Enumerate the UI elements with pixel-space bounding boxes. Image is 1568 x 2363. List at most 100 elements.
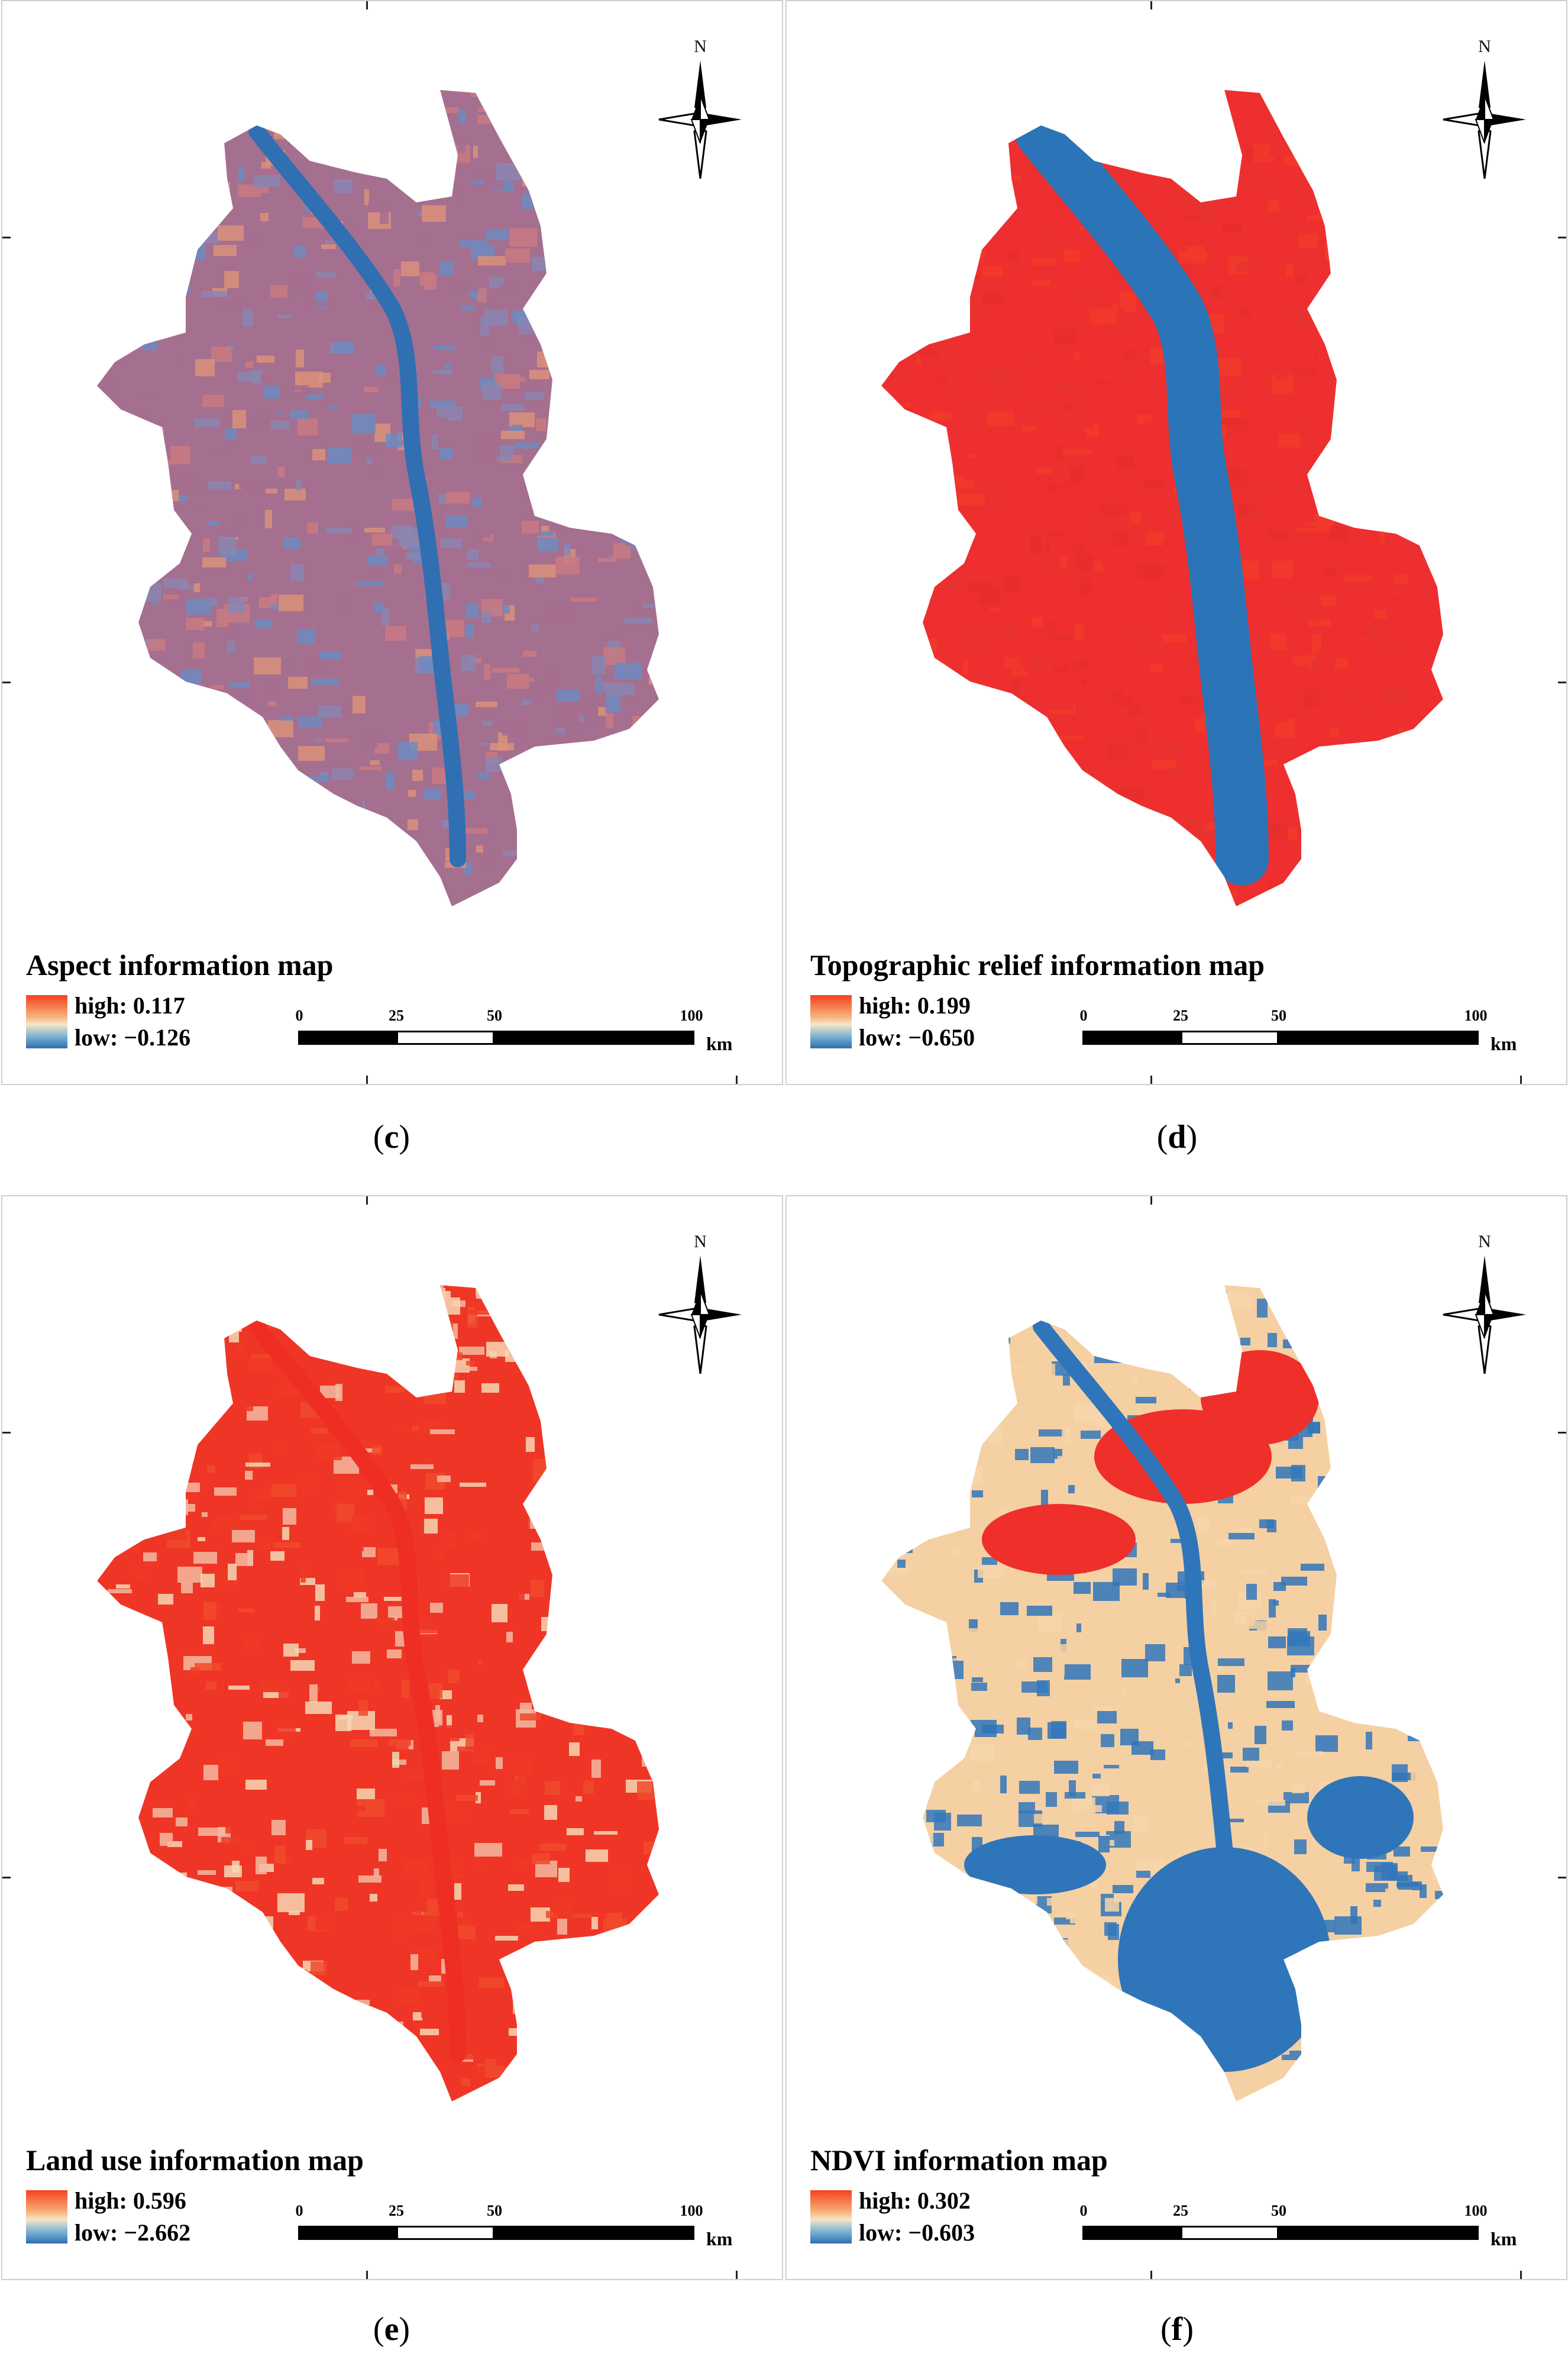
raster-cell (382, 608, 390, 626)
raster-cell (1037, 573, 1052, 588)
raster-cell (299, 716, 322, 728)
raster-cell (1146, 532, 1163, 545)
raster-cell (245, 1780, 267, 1790)
raster-cell (198, 2035, 220, 2040)
raster-cell (1034, 680, 1052, 687)
ndvi-raster-map (881, 1285, 1467, 2119)
raster-cell (1311, 177, 1318, 190)
raster-cell (1363, 1517, 1370, 1532)
raster-cell (1366, 1883, 1388, 1892)
raster-cell (549, 670, 560, 683)
legend-color-ramp (26, 2190, 67, 2243)
raster-cell (1027, 653, 1050, 670)
raster-cell (186, 85, 206, 89)
raster-cell (202, 1363, 218, 1379)
raster-cell (97, 1513, 108, 1524)
raster-cell (470, 91, 476, 97)
raster-cell (1283, 1339, 1311, 1348)
raster-cell (1447, 443, 1471, 448)
raster-cell (999, 1326, 1010, 1344)
raster-cell (367, 1490, 373, 1495)
raster-cell (1044, 1364, 1055, 1377)
raster-cell (446, 1574, 469, 1587)
raster-cell (111, 530, 130, 534)
raster-cell (176, 889, 182, 905)
raster-cell (615, 663, 642, 679)
raster-cell (143, 337, 157, 350)
raster-cell (103, 223, 117, 240)
raster-cell (454, 1380, 465, 1393)
raster-cell (1379, 373, 1392, 385)
raster-cell (1454, 1409, 1464, 1418)
raster-cell (922, 1856, 939, 1867)
raster-cell (652, 521, 659, 537)
raster-cell (502, 1310, 511, 1326)
raster-cell (1030, 351, 1043, 358)
raster-cell (1143, 642, 1165, 648)
raster-cell (232, 624, 245, 641)
raster-cell (1334, 2103, 1361, 2119)
raster-cell (595, 676, 602, 694)
raster-cell (1121, 1659, 1148, 1677)
raster-cell (248, 573, 253, 580)
scale-tick-label: 100 (680, 1007, 703, 1024)
raster-cell (881, 1716, 898, 1728)
raster-cell (436, 417, 448, 423)
raster-cell (97, 1972, 112, 1988)
raster-cell (270, 1551, 284, 1561)
raster-cell (1068, 882, 1074, 893)
raster-cell (1316, 301, 1335, 319)
raster-cell (569, 1742, 580, 1756)
raster-cell (1374, 609, 1386, 619)
raster-cell (555, 727, 565, 733)
raster-cell (1024, 451, 1036, 459)
raster-cell (376, 2097, 393, 2100)
raster-cell (1352, 237, 1359, 243)
raster-cell (1041, 727, 1047, 735)
raster-cell (906, 775, 913, 780)
raster-cell (1198, 1518, 1209, 1534)
raster-cell (448, 1670, 460, 1683)
raster-cell (1393, 2046, 1421, 2064)
raster-cell (544, 1307, 566, 1321)
raster-cell (1335, 141, 1340, 154)
raster-cell (1111, 531, 1129, 546)
raster-cell (1215, 359, 1241, 376)
raster-cell (1217, 411, 1240, 418)
raster-cell (439, 262, 453, 275)
raster-cell (990, 118, 1015, 127)
raster-cell (1181, 168, 1205, 173)
raster-cell (950, 363, 962, 379)
raster-cell (1321, 2003, 1340, 2010)
raster-cell (519, 317, 547, 334)
raster-cell (600, 440, 607, 446)
raster-cell (383, 877, 392, 885)
raster-cell (1373, 1900, 1381, 1907)
raster-cell (646, 811, 659, 828)
raster-cell (1268, 882, 1292, 890)
raster-cell (97, 346, 105, 362)
raster-cell (1064, 901, 1090, 906)
raster-cell (1003, 575, 1021, 593)
raster-cell (630, 2082, 636, 2093)
raster-cell (481, 1383, 499, 1393)
raster-cell (1303, 688, 1319, 707)
raster-cell (454, 1883, 461, 1900)
raster-cell (284, 2080, 306, 2085)
raster-cell (1191, 871, 1215, 875)
raster-cell (635, 1542, 657, 1558)
raster-cell (256, 886, 271, 899)
raster-cell (893, 677, 917, 691)
raster-cell (970, 307, 988, 324)
raster-cell (124, 296, 141, 308)
raster-cell (1427, 461, 1435, 472)
raster-cell (1443, 2029, 1467, 2039)
raster-cell (153, 888, 175, 895)
raster-cell (1066, 1741, 1088, 1746)
raster-cell (1157, 215, 1169, 225)
raster-cell (577, 273, 595, 285)
raster-cell (556, 879, 581, 891)
raster-cell (597, 436, 602, 453)
raster-cell (1152, 395, 1161, 413)
raster-cell (937, 2012, 962, 2021)
